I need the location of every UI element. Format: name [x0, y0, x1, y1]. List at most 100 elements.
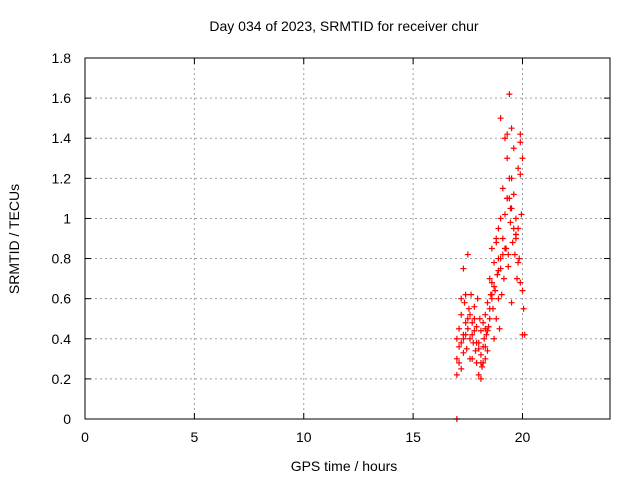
data-point	[479, 363, 486, 370]
data-point	[458, 295, 465, 302]
data-point	[492, 287, 499, 294]
data-point	[484, 347, 491, 354]
data-point	[467, 335, 473, 342]
data-point	[507, 219, 514, 226]
data-point	[482, 311, 489, 318]
data-point	[495, 225, 502, 232]
data-point	[462, 319, 469, 326]
data-point	[505, 263, 512, 270]
data-point	[469, 319, 476, 326]
data-point	[486, 275, 493, 282]
data-point	[463, 345, 470, 352]
x-tick-label: 20	[515, 429, 531, 445]
data-point	[515, 165, 522, 172]
data-point	[500, 275, 507, 282]
data-point	[456, 325, 463, 332]
data-point	[517, 279, 524, 286]
data-point	[469, 331, 476, 338]
data-point	[453, 371, 460, 378]
data-point	[495, 255, 502, 262]
data-point	[471, 303, 478, 310]
data-point	[519, 287, 526, 294]
data-point	[467, 311, 473, 318]
data-point	[453, 355, 460, 362]
y-tick-label: 1.4	[52, 130, 72, 146]
grid	[85, 58, 610, 419]
data-point	[476, 315, 483, 322]
data-point	[453, 335, 460, 342]
data-point	[499, 235, 506, 242]
data-point	[509, 239, 516, 246]
data-point	[499, 251, 506, 258]
data-point	[516, 255, 523, 262]
data-point	[486, 315, 493, 322]
x-tick-label: 0	[81, 429, 89, 445]
data-point	[519, 331, 526, 338]
data-point	[464, 315, 471, 322]
data-point	[519, 155, 526, 162]
data-point	[508, 299, 515, 306]
y-tick-label: 1.6	[52, 90, 72, 106]
data-points	[453, 91, 528, 422]
data-point	[462, 291, 469, 298]
y-tick-label: 0	[63, 411, 71, 427]
data-point	[510, 145, 517, 152]
y-tick-label: 0.6	[52, 291, 72, 307]
data-point	[518, 211, 525, 218]
data-point	[473, 339, 480, 346]
data-point	[472, 347, 479, 354]
data-point	[497, 215, 504, 222]
data-point	[514, 275, 521, 282]
data-point	[464, 325, 471, 332]
data-point	[508, 175, 515, 182]
data-point	[456, 343, 463, 350]
data-point	[504, 131, 511, 138]
plot-frame	[84, 57, 611, 420]
x-axis-label: GPS time / hours	[291, 458, 398, 474]
axis-ticks: 0 0.2 0.4 0.6 0.8 1 1.2 1.4 1.6 1.8 0 5 10 15 20	[52, 50, 610, 445]
data-point	[493, 315, 500, 322]
data-point	[510, 191, 517, 198]
data-point	[484, 299, 491, 306]
data-point	[498, 291, 505, 298]
data-point	[477, 327, 484, 334]
data-point	[496, 325, 503, 332]
y-tick-label: 1.2	[52, 170, 72, 186]
data-point	[504, 195, 511, 202]
data-point	[467, 355, 473, 362]
x-tick-label: 15	[405, 429, 421, 445]
data-point	[520, 305, 527, 312]
data-point	[495, 295, 502, 302]
data-point	[460, 265, 467, 272]
data-point	[474, 295, 481, 302]
data-point	[491, 335, 498, 342]
data-point	[460, 349, 467, 356]
y-tick-label: 0.4	[52, 331, 72, 347]
data-point	[510, 225, 517, 232]
data-point	[461, 299, 468, 306]
data-point	[471, 315, 478, 322]
data-point	[456, 359, 463, 366]
data-point	[502, 135, 508, 142]
data-point	[465, 305, 472, 312]
y-tick-label: 0.2	[52, 371, 72, 387]
data-point	[485, 323, 492, 330]
data-point	[477, 359, 484, 366]
data-point	[482, 343, 489, 350]
data-point	[502, 211, 508, 218]
data-point	[473, 323, 480, 330]
data-point	[460, 335, 467, 342]
data-point	[471, 327, 478, 334]
data-point	[512, 231, 519, 238]
data-point	[517, 139, 524, 146]
data-point	[507, 205, 514, 212]
data-point	[481, 335, 488, 342]
y-tick-label: 1	[63, 210, 71, 226]
data-point	[458, 339, 465, 346]
data-point	[511, 251, 518, 258]
data-point	[482, 355, 489, 362]
data-point	[475, 345, 482, 352]
y-axis-label: SRMTID / TECUs	[6, 184, 22, 294]
data-point	[477, 351, 484, 358]
